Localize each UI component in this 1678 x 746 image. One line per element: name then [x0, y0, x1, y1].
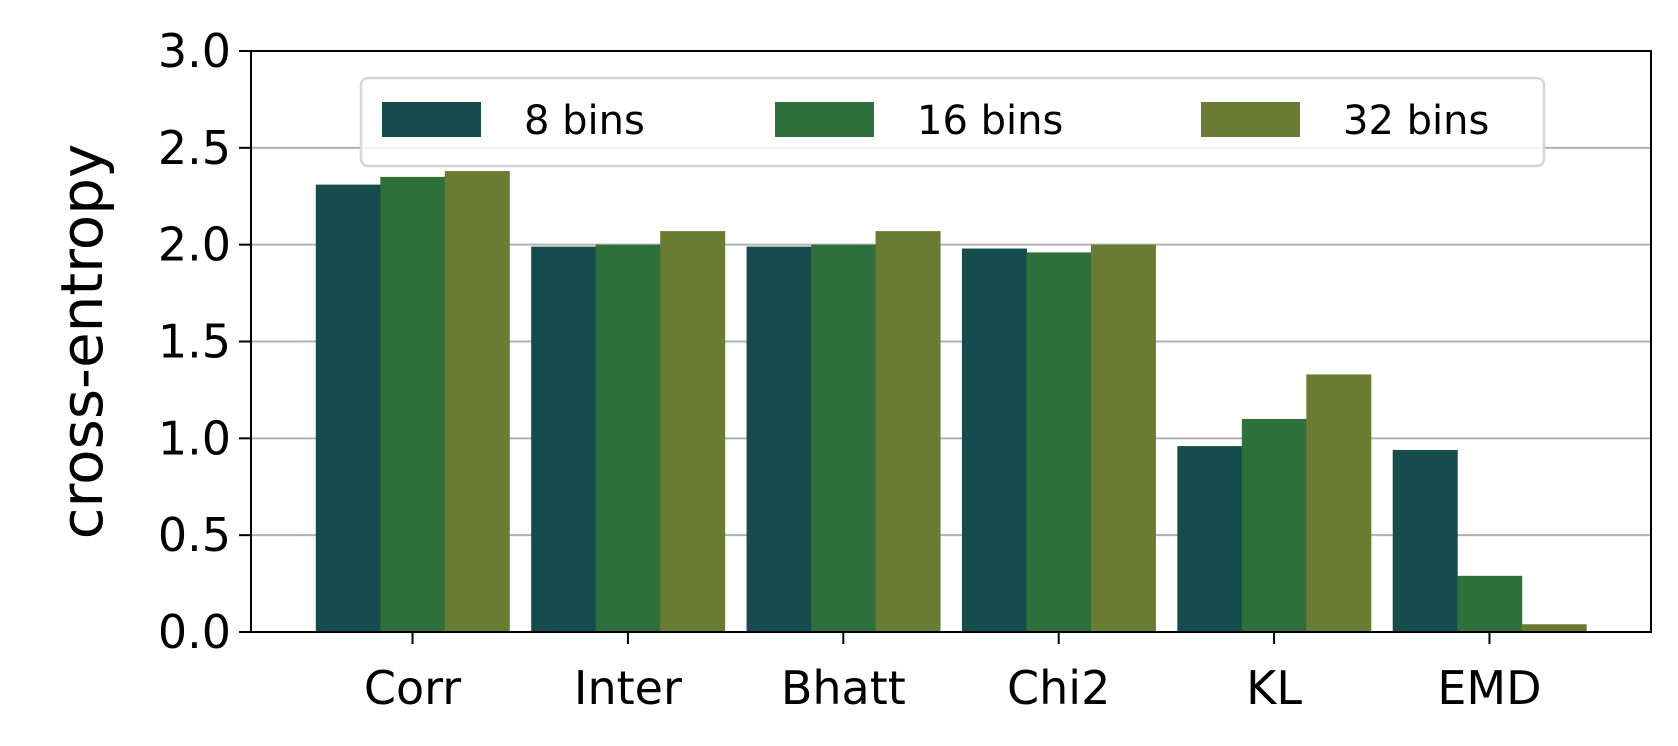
y-tick-label: 1.0: [158, 411, 231, 465]
legend-box: [359, 76, 1546, 168]
x-tick-label: Corr: [364, 661, 461, 715]
bar-inter-16-bins: [595, 244, 661, 632]
y-tick-label: 3.0: [158, 24, 231, 78]
x-tick-label: Bhatt: [781, 661, 906, 715]
x-tick-label: Chi2: [1007, 661, 1110, 715]
legend-label: 8 bins: [524, 98, 645, 144]
x-tick-label: KL: [1246, 661, 1302, 715]
y-tick-label: 2.5: [158, 121, 231, 175]
bar-bhatt-16-bins: [811, 244, 877, 632]
bar-chi2-16-bins: [1026, 252, 1092, 632]
bar-bhatt-8-bins: [746, 246, 812, 632]
bar-inter-8-bins: [531, 246, 597, 632]
bar-corr-8-bins: [315, 184, 381, 632]
x-tick-label: Inter: [574, 661, 682, 715]
bar-corr-16-bins: [380, 176, 446, 632]
y-axis-label: cross-entropy: [48, 144, 116, 540]
bar-chi2-8-bins: [961, 248, 1027, 633]
bar-emd-8-bins: [1392, 449, 1458, 632]
y-tick-label: 0.0: [158, 605, 231, 659]
bar-kl-32-bins: [1306, 374, 1372, 632]
x-axis: Corr Inter Bhatt Chi2 KL EMD: [364, 632, 1542, 715]
bar-emd-16-bins: [1457, 575, 1523, 632]
bar-inter-32-bins: [660, 231, 726, 633]
legend-label: 32 bins: [1343, 98, 1489, 144]
legend-swatch: [382, 102, 481, 137]
legend-swatch: [1201, 102, 1300, 137]
y-tick-label: 0.5: [158, 508, 231, 562]
bar-emd-32-bins: [1521, 624, 1587, 632]
x-tick-label: EMD: [1437, 661, 1541, 715]
bar-chi2-32-bins: [1090, 244, 1156, 632]
bar-corr-32-bins: [444, 171, 510, 632]
bar-kl-16-bins: [1241, 418, 1307, 632]
bar-bhatt-32-bins: [875, 231, 941, 633]
y-axis: 0.0 0.5 1.0 1.5 2.0 2.5 3.0: [158, 24, 251, 659]
legend: 8 bins 16 bins 32 bins: [359, 76, 1546, 168]
legend-swatch: [775, 102, 874, 137]
y-tick-label: 1.5: [158, 315, 231, 369]
legend-label: 16 bins: [917, 98, 1063, 144]
y-tick-label: 2.0: [158, 218, 231, 272]
bar-kl-8-bins: [1177, 446, 1243, 632]
bars: [315, 171, 1587, 633]
